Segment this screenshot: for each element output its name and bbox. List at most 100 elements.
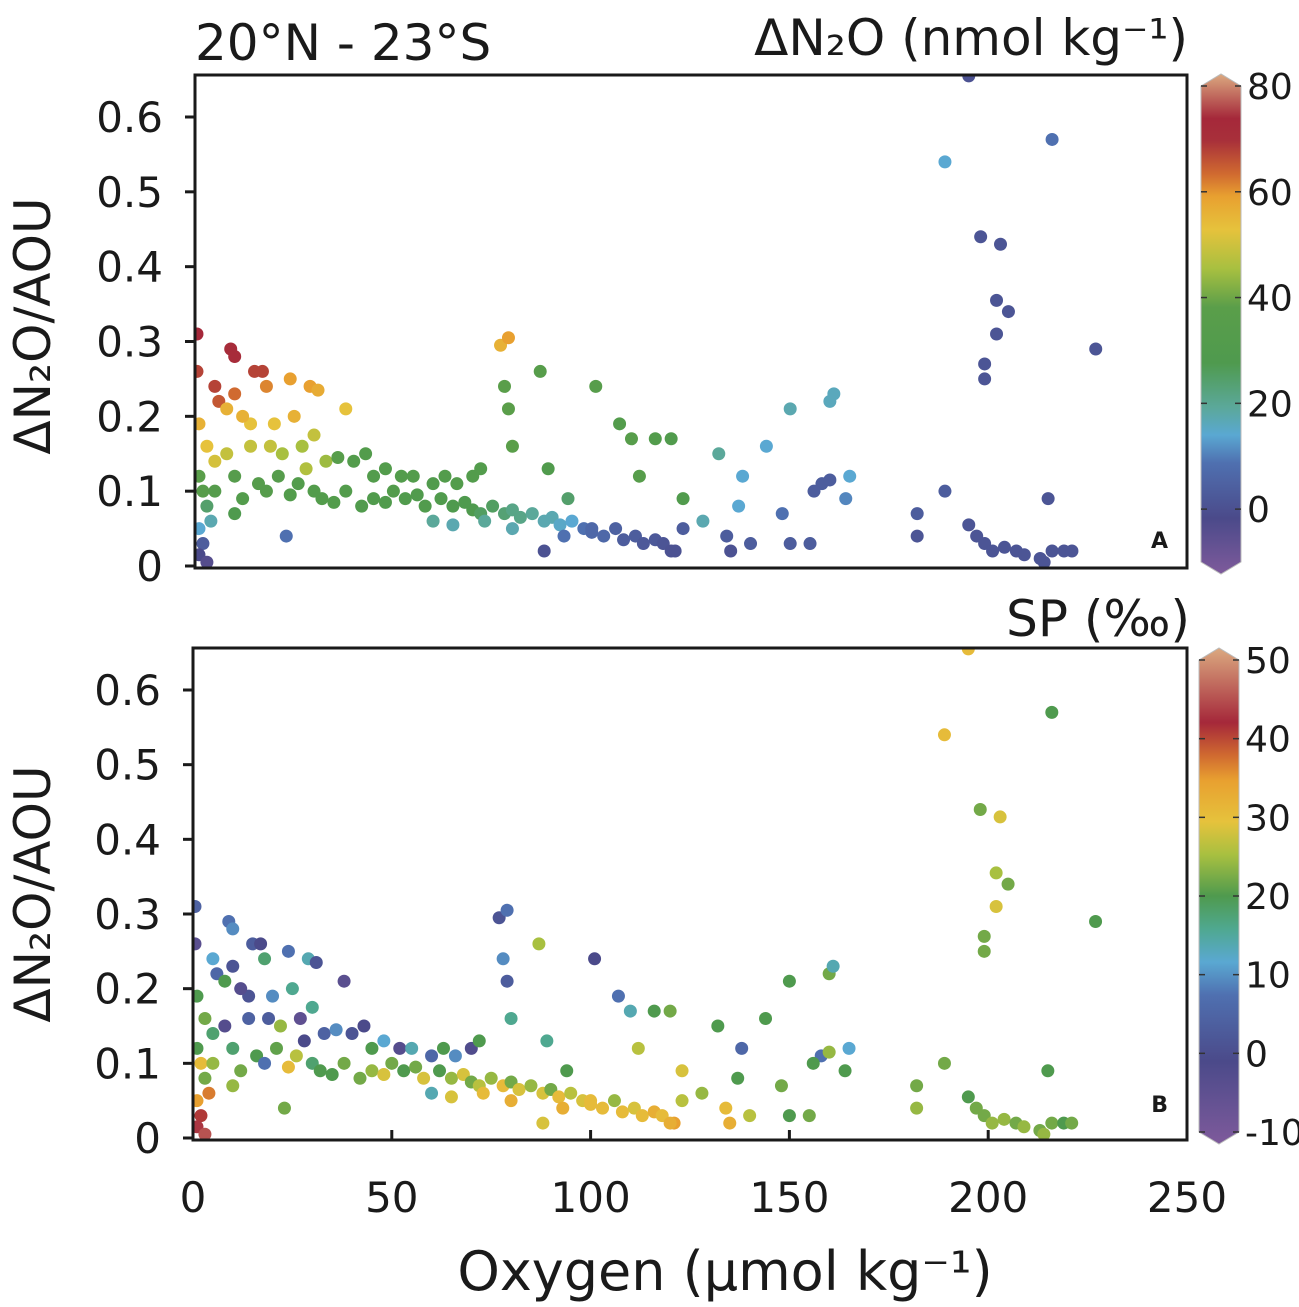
- panel-b-data-point: [325, 1068, 339, 1082]
- panel-b-data-point: [997, 1112, 1011, 1126]
- panel-b-data-point: [345, 1026, 359, 1040]
- panel-a-data-point: [938, 155, 952, 169]
- panel-b-data-point: [377, 1034, 391, 1048]
- panel-a-data-point: [624, 432, 638, 446]
- panel-b-data-point: [584, 1094, 598, 1108]
- panel-a-data-point: [501, 331, 515, 345]
- panel-a-data-point: [208, 484, 222, 498]
- panel-b-data-point: [611, 989, 625, 1003]
- panel-b-ytick-label: 0.2: [94, 965, 161, 1014]
- panel-a-data-point: [505, 522, 519, 536]
- panel-a-data-point: [283, 372, 297, 386]
- panel-b-data-point: [842, 1041, 856, 1055]
- panel-a-data-point: [712, 447, 726, 461]
- xtick-label: 100: [551, 1173, 631, 1222]
- panel-b-data-point: [782, 1109, 796, 1123]
- panel-b-data-point: [989, 866, 1003, 880]
- panel-b-ytick-label: 0.5: [94, 741, 161, 790]
- panel-a-data-point: [613, 417, 627, 431]
- panel-a-data-point: [434, 492, 448, 506]
- panel-a-data-point: [1037, 555, 1051, 568]
- panel-b-data-point: [193, 1094, 204, 1108]
- panel-a-data-point: [259, 379, 273, 393]
- panel-a-data-point: [910, 529, 924, 543]
- panel-b-data-point: [285, 982, 299, 996]
- panel-a-data-point: [501, 402, 515, 416]
- panel-a-data-point: [664, 432, 678, 446]
- panel-a-plot-frame: [193, 73, 1189, 570]
- panel-a-data-point: [843, 469, 857, 483]
- panel-b-data-point: [647, 1004, 661, 1018]
- panel-b-data-point: [985, 1116, 999, 1130]
- panel-a-data-point: [347, 454, 361, 468]
- panel-a-data-point: [732, 499, 746, 513]
- panel-b-ylabel: ΔN₂O/AOU: [4, 765, 62, 1022]
- panel-b-data-point: [198, 1071, 212, 1085]
- panel-b-data-point: [937, 728, 951, 742]
- panel-b-data-point: [198, 1127, 212, 1140]
- panel-a-data-point: [676, 492, 690, 506]
- panel-a-data-point: [386, 484, 400, 498]
- x-axis-label: Oxygen (μmol kg⁻¹): [457, 1240, 992, 1303]
- panel-a-data-point: [406, 469, 420, 483]
- panel-a-data-point: [259, 484, 273, 498]
- panel-a-data-point: [271, 469, 285, 483]
- panel-a-data-point: [195, 469, 206, 483]
- panel-a-data-point: [744, 537, 758, 551]
- panel-a-data-point: [537, 544, 551, 558]
- panel-b-data-point: [838, 1064, 852, 1078]
- panel-b-data-point: [993, 810, 1007, 824]
- panel-a-data-point: [561, 492, 575, 506]
- panel-a-data-point: [208, 454, 222, 468]
- panel-a-ytick-label: 0.3: [96, 318, 163, 367]
- panel-b-data-point: [556, 1101, 570, 1115]
- panel-a-data-point: [208, 379, 222, 393]
- panel-b-data-point: [202, 1086, 216, 1100]
- panel-b-data-point: [675, 1064, 689, 1078]
- panel-a-data-point: [228, 469, 242, 483]
- panel-a-data-point: [200, 499, 214, 513]
- panel-b-colorbar-tick-label: 50: [1245, 641, 1291, 682]
- panel-b-colorbar-tick-label: -10: [1245, 1113, 1299, 1154]
- panel-a-data-point: [394, 469, 408, 483]
- panel-b-data-point: [425, 1049, 439, 1063]
- panel-a-data-point: [287, 409, 301, 423]
- panel-b-data-point: [822, 1045, 836, 1059]
- panel-b-data-point: [425, 1086, 439, 1100]
- panel-b-data-point: [433, 1064, 447, 1078]
- panel-a-data-point: [195, 417, 206, 431]
- panel-a-data-point: [418, 499, 432, 513]
- panel-b-data-point: [448, 1049, 462, 1063]
- panel-a-data-point: [450, 477, 464, 491]
- panel-b-data-point: [193, 1041, 204, 1055]
- xtick-label: 0: [180, 1173, 207, 1222]
- panel-a-data-point: [398, 492, 412, 506]
- panel-a-data-point: [220, 447, 234, 461]
- panel-b-data-point: [711, 1019, 725, 1033]
- panel-a-data-point: [319, 454, 333, 468]
- panel-b-data-point: [1065, 1116, 1079, 1130]
- panel-b-data-point: [234, 1064, 248, 1078]
- panel-b-data-point: [409, 1060, 423, 1074]
- panel-b-data-point: [357, 1019, 371, 1033]
- panel-a-data-point: [827, 387, 841, 401]
- panel-a-data-point: [307, 428, 321, 442]
- panel-b-colorbar-tick-label: 20: [1245, 877, 1291, 918]
- panel-a-colorbar-tick-label: 40: [1247, 279, 1293, 320]
- panel-b-data-point: [663, 1116, 677, 1130]
- panel-b-data-point: [206, 1056, 220, 1070]
- panel-b-data-point: [802, 1109, 816, 1123]
- panel-a-data-point: [195, 364, 204, 378]
- panel-b-data-point: [193, 989, 204, 1003]
- panel-b-data-point: [472, 1034, 486, 1048]
- panel-b-data-point: [329, 1023, 343, 1037]
- panel-a-data-point: [553, 518, 567, 532]
- panel-a-data-point: [299, 462, 313, 476]
- panel-a-data-point: [359, 447, 373, 461]
- panel-b-data-point: [206, 952, 220, 966]
- panel-a-data-point: [803, 537, 817, 551]
- panel-a-ytick-label: 0.2: [96, 392, 163, 441]
- panel-b-data-point: [1037, 1127, 1051, 1140]
- panel-b-data-point: [806, 1056, 820, 1070]
- panel-a-letter: A: [1151, 529, 1168, 554]
